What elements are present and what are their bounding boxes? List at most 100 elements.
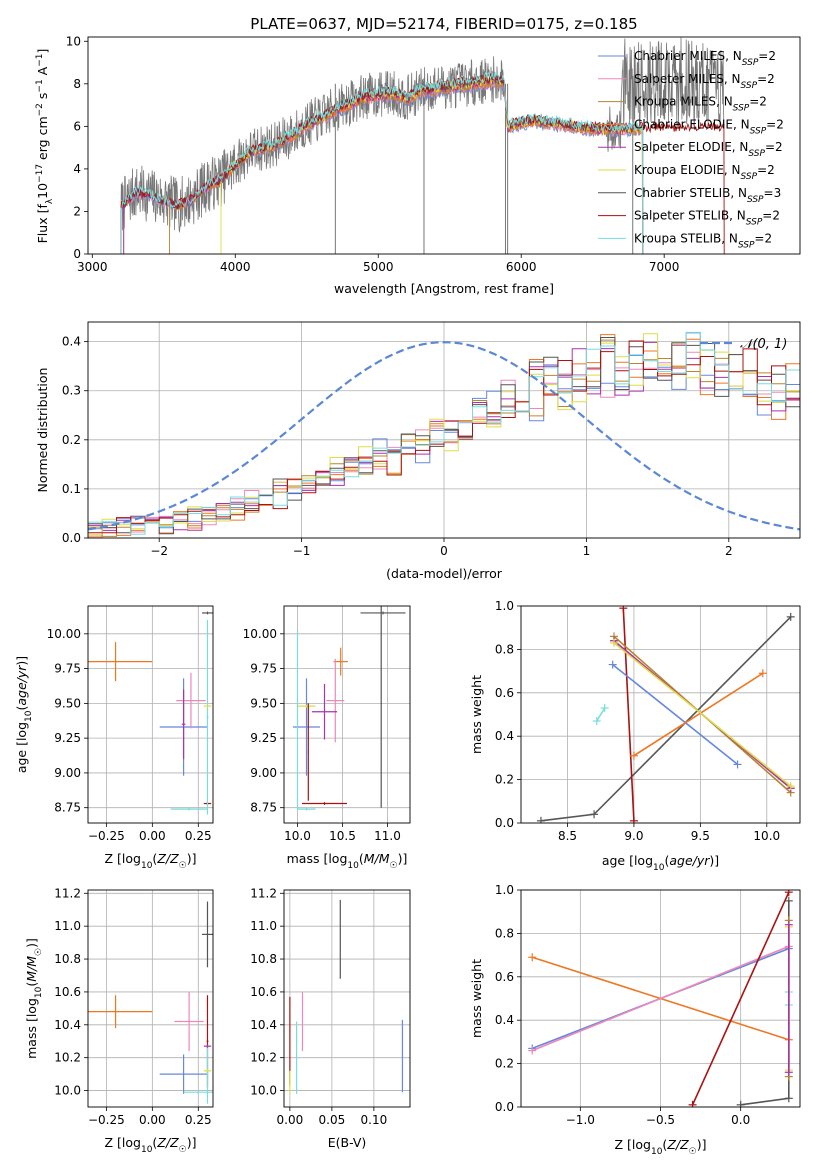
y-tick-label: 10 xyxy=(66,34,81,48)
y-tick-label: 8.75 xyxy=(250,801,277,815)
legend-entry-1: Chabrier MILES, NSSP=2 xyxy=(634,49,776,68)
y-tick-label: 0.6 xyxy=(495,970,514,984)
legend-entry-6: Kroupa ELODIE, NSSP=2 xyxy=(634,163,775,182)
x-tick-label: 0.05 xyxy=(319,1113,346,1127)
residual-histogram-4 xyxy=(88,334,800,537)
axes-frame xyxy=(283,889,411,1108)
legend-entry-8: Salpeter STELIB, NSSP=2 xyxy=(634,209,780,228)
x-axis-label: age [log10(age/yr)] xyxy=(602,853,719,873)
y-tick-label: 10.8 xyxy=(54,952,81,966)
y-tick-label: 10.00 xyxy=(243,627,277,641)
y-tick-label: 10.4 xyxy=(54,1018,81,1032)
axes-frame xyxy=(87,605,214,824)
legend-entry-3: Kroupa MILES, NSSP=2 xyxy=(634,95,767,114)
mass-vs-metallicity-panel: −0.25 0.00 0.25 10.0 10.2 10.4 10.6 10.8 11.0 11.… xyxy=(24,886,214,1155)
error-bar-salpeter-elodie xyxy=(311,683,338,740)
y-tick-label: 0.1 xyxy=(62,482,81,496)
y-tick-label: 9.50 xyxy=(250,696,277,710)
y-tick-label: 0.8 xyxy=(495,926,514,940)
residual-histogram-2 xyxy=(88,351,800,538)
age-vs-mass-panel: 10.0 10.5 11.0 8.75 9.00 9.25 9.50 9.75 10.00 mas… xyxy=(243,605,411,871)
y-tick-label: 8 xyxy=(73,77,81,91)
y-axis-label: mass [log10(M/M☉)] xyxy=(24,938,44,1059)
y-tick-label: 4 xyxy=(73,162,81,176)
x-tick-label: 0.00 xyxy=(139,1113,166,1127)
y-tick-label: 11.0 xyxy=(250,919,277,933)
y-tick-label: 10.2 xyxy=(54,1051,81,1065)
y-axis-label: age [log10(age/yr)] xyxy=(14,656,34,773)
x-tick-label: 5000 xyxy=(363,260,394,274)
x-tick-label: 0.00 xyxy=(139,829,166,843)
y-tick-label: 0.2 xyxy=(495,1057,514,1071)
y-tick-label: 0 xyxy=(73,247,81,261)
weight-line-chabrier-stelib xyxy=(536,612,795,823)
error-bar-salpeter-stelib xyxy=(307,703,309,801)
y-axis-label: Normed distribution xyxy=(35,368,50,493)
x-tick-label: 2 xyxy=(725,544,733,558)
error-bar-salpeter-elodie xyxy=(181,689,186,760)
x-tick-label: −1.0 xyxy=(566,1113,595,1127)
y-tick-label: 9.00 xyxy=(54,766,81,780)
x-tick-label: 0.25 xyxy=(185,1113,212,1127)
y-tick-label: 1.0 xyxy=(495,883,514,897)
y-tick-label: 1.0 xyxy=(495,599,514,613)
x-tick-label: 10.5 xyxy=(329,829,356,843)
error-bar-chabrier-elodie xyxy=(88,995,153,1029)
axes-frame xyxy=(283,605,411,824)
y-tick-label: 10.4 xyxy=(250,1018,277,1032)
residual-histogram-5 xyxy=(88,341,800,531)
y-tick-label: 10.00 xyxy=(47,627,81,641)
plot-area xyxy=(88,331,800,538)
legend-entry-5: Salpeter ELODIE, NSSP=2 xyxy=(634,140,783,159)
mass-vs-ebv-panel: 0.00 0.05 0.10 10.0 10.2 10.4 10.6 10.8 11.0 11.2… xyxy=(250,886,411,1150)
plot-area xyxy=(88,611,213,815)
x-axis-label: wavelength [Angstrom, rest frame] xyxy=(334,281,554,296)
x-axis-label: Z [log10(Z/Z☉)] xyxy=(615,1137,707,1157)
y-tick-label: 0.2 xyxy=(62,433,81,447)
legend-entry-7: Chabrier STELIB, NSSP=3 xyxy=(634,186,781,205)
x-axis-label: (data-model)/error xyxy=(386,566,503,581)
error-bar-kroupa-stelib xyxy=(297,807,316,811)
plot-area xyxy=(289,899,404,1094)
error-bar-chabrier-elodie xyxy=(88,642,153,682)
x-tick-label: 4000 xyxy=(220,260,251,274)
weight-line-kroupa-elodie xyxy=(610,638,795,791)
legend-entry-2: Salpeter MILES, NSSP=2 xyxy=(634,72,775,91)
error-bar-kroupa-stelib xyxy=(206,619,209,815)
y-tick-label: 0.0 xyxy=(62,531,81,545)
legend-gaussian-label: 𝒩(0, 1) xyxy=(740,337,787,352)
y-tick-label: 9.25 xyxy=(54,731,81,745)
x-axis-label: Z [log10(Z/Z☉)] xyxy=(105,1135,197,1155)
y-tick-label: 0.2 xyxy=(495,773,514,787)
error-bar-kroupa-elodie xyxy=(203,1069,212,1073)
x-tick-label: 0.0 xyxy=(731,1113,750,1127)
y-tick-label: 11.2 xyxy=(250,886,277,900)
y-tick-label: 10.8 xyxy=(250,952,277,966)
y-axis-label: Flux [fλ10−17 erg cm−2 s−1 A−1] xyxy=(35,49,55,244)
axes-frame xyxy=(520,889,801,1108)
legend-entry-9: Kroupa STELIB, NSSP=2 xyxy=(634,231,772,250)
x-axis-label: E(B-V) xyxy=(328,1135,367,1150)
y-axis-label: mass weight xyxy=(469,959,484,1038)
y-tick-label: 10.6 xyxy=(250,985,277,999)
axes-frame xyxy=(87,321,801,539)
x-axis-label: mass [log10(M/M☉)] xyxy=(287,851,408,871)
figure-title: PLATE=0637, MJD=52174, FIBERID=0175, z=0… xyxy=(250,15,637,33)
y-tick-label: 0.4 xyxy=(62,335,81,349)
legend-entry-4: Chabrier ELODIE, NSSP=2 xyxy=(634,117,784,136)
x-axis-label: Z [log10(Z/Z☉)] xyxy=(105,851,197,871)
residual-histogram-1 xyxy=(88,332,800,530)
residual-histogram-8 xyxy=(88,340,800,534)
x-tick-label: 0 xyxy=(440,544,448,558)
y-tick-label: 0.8 xyxy=(495,642,514,656)
y-tick-label: 0.4 xyxy=(495,729,514,743)
weight-line-salpeter-stelib xyxy=(688,890,793,1107)
x-tick-label: 0.10 xyxy=(361,1113,388,1127)
error-bar-chabrier-miles xyxy=(159,1054,208,1094)
axes-frame xyxy=(520,605,801,824)
residuals-panel: −2 −1 0 1 2 0.0 0.1 0.2 0.3 0.4 𝒩(0, 1) (data-model… xyxy=(35,321,801,581)
error-bar-chabrier-stelib xyxy=(360,611,406,615)
y-tick-label: 9.50 xyxy=(54,696,81,710)
weight-vs-metallicity-panel: −1.0 −0.5 0.0 0.0 0.2 0.4 0.6 0.8 1.0 Z [log10(Z/… xyxy=(469,883,801,1157)
y-tick-label: 10.6 xyxy=(54,985,81,999)
